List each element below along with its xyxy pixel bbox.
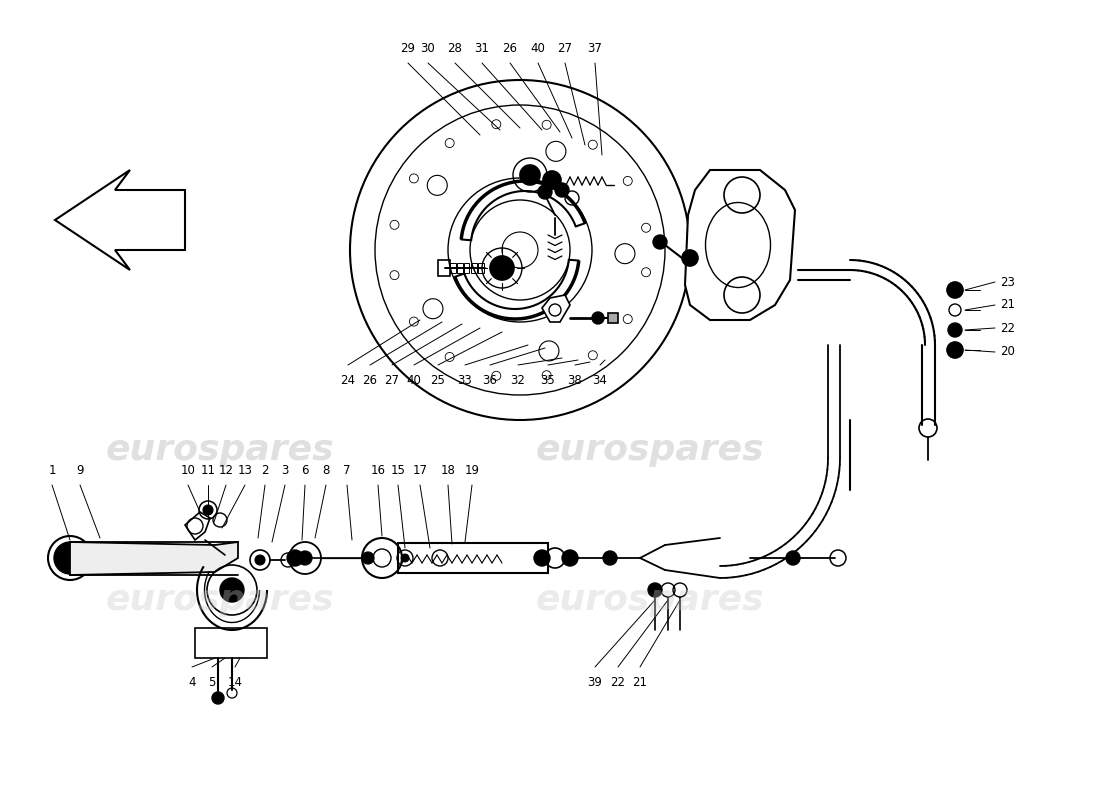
Text: 22: 22 xyxy=(610,675,626,689)
Text: 24: 24 xyxy=(341,374,355,386)
Text: 19: 19 xyxy=(464,463,480,477)
Text: 6: 6 xyxy=(301,463,309,477)
Text: 22: 22 xyxy=(1000,322,1015,334)
Text: 7: 7 xyxy=(343,463,351,477)
Bar xyxy=(608,313,618,323)
Text: 40: 40 xyxy=(407,374,421,386)
Circle shape xyxy=(648,583,662,597)
Circle shape xyxy=(948,323,962,337)
Text: 28: 28 xyxy=(448,42,462,54)
Circle shape xyxy=(543,171,561,189)
Text: 9: 9 xyxy=(76,463,84,477)
Polygon shape xyxy=(185,512,210,540)
Text: eurospares: eurospares xyxy=(106,433,334,467)
Circle shape xyxy=(947,282,962,298)
Text: 13: 13 xyxy=(238,463,252,477)
Bar xyxy=(398,543,548,573)
Circle shape xyxy=(402,554,409,562)
Circle shape xyxy=(592,312,604,324)
Text: 11: 11 xyxy=(200,463,216,477)
Text: 40: 40 xyxy=(530,42,546,54)
Text: 30: 30 xyxy=(420,42,436,54)
Text: 3: 3 xyxy=(282,463,288,477)
Bar xyxy=(195,628,267,658)
Text: 18: 18 xyxy=(441,463,455,477)
Polygon shape xyxy=(685,170,795,320)
Text: 20: 20 xyxy=(1000,346,1015,358)
Text: 2: 2 xyxy=(262,463,268,477)
Circle shape xyxy=(603,551,617,565)
Text: 33: 33 xyxy=(458,374,472,386)
Circle shape xyxy=(682,250,698,266)
Text: 21: 21 xyxy=(632,675,648,689)
Text: 21: 21 xyxy=(1000,298,1015,311)
Polygon shape xyxy=(55,170,185,270)
Text: eurospares: eurospares xyxy=(536,583,764,617)
Circle shape xyxy=(212,692,224,704)
Text: 39: 39 xyxy=(587,675,603,689)
Text: 25: 25 xyxy=(430,374,446,386)
Circle shape xyxy=(556,183,569,197)
Circle shape xyxy=(947,342,962,358)
Circle shape xyxy=(653,235,667,249)
Bar xyxy=(438,260,450,276)
Circle shape xyxy=(54,542,86,574)
Text: 14: 14 xyxy=(228,675,242,689)
Text: 35: 35 xyxy=(540,374,556,386)
Text: 8: 8 xyxy=(322,463,330,477)
Text: 34: 34 xyxy=(593,374,607,386)
Text: 38: 38 xyxy=(568,374,582,386)
Text: 27: 27 xyxy=(558,42,572,54)
Polygon shape xyxy=(70,542,238,575)
Bar xyxy=(471,263,476,273)
Text: 31: 31 xyxy=(474,42,490,54)
Text: 15: 15 xyxy=(390,463,406,477)
Text: 23: 23 xyxy=(1000,275,1015,289)
Text: 4: 4 xyxy=(188,675,196,689)
Circle shape xyxy=(786,551,800,565)
Bar xyxy=(456,263,462,273)
Circle shape xyxy=(298,551,312,565)
Text: 36: 36 xyxy=(483,374,497,386)
Text: eurospares: eurospares xyxy=(536,433,764,467)
Bar xyxy=(478,263,484,273)
Circle shape xyxy=(255,555,265,565)
Circle shape xyxy=(520,165,540,185)
Text: 1: 1 xyxy=(48,463,56,477)
Circle shape xyxy=(534,550,550,566)
Circle shape xyxy=(220,578,244,602)
Text: 32: 32 xyxy=(510,374,526,386)
Text: 27: 27 xyxy=(385,374,399,386)
Circle shape xyxy=(538,185,552,199)
Circle shape xyxy=(490,256,514,280)
Text: 10: 10 xyxy=(180,463,196,477)
Circle shape xyxy=(562,550,578,566)
Text: eurospares: eurospares xyxy=(106,583,334,617)
Text: 26: 26 xyxy=(503,42,517,54)
Text: 5: 5 xyxy=(208,675,216,689)
Bar xyxy=(450,263,455,273)
Text: 17: 17 xyxy=(412,463,428,477)
Circle shape xyxy=(204,505,213,515)
Bar xyxy=(464,263,470,273)
Polygon shape xyxy=(542,295,570,322)
Text: 12: 12 xyxy=(219,463,233,477)
Text: 37: 37 xyxy=(587,42,603,54)
Text: 29: 29 xyxy=(400,42,416,54)
Text: 26: 26 xyxy=(363,374,377,386)
Circle shape xyxy=(287,550,303,566)
Text: 16: 16 xyxy=(371,463,385,477)
Circle shape xyxy=(362,552,374,564)
